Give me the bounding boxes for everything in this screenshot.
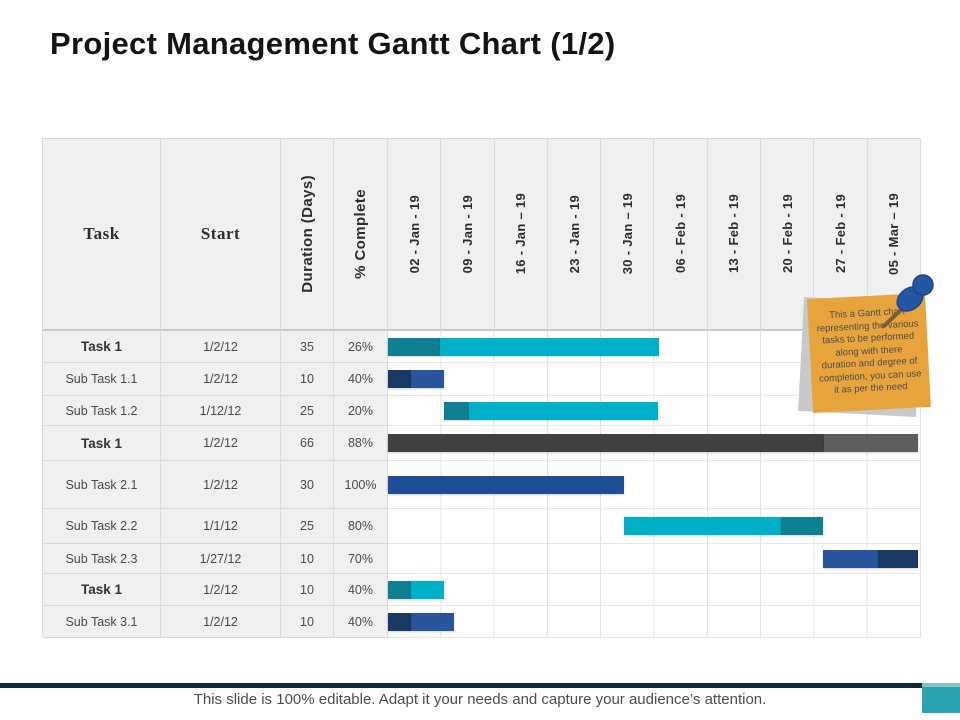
gantt-bar-segment — [823, 549, 878, 568]
gantt-bar-segment — [411, 580, 444, 599]
gantt-row-track — [388, 426, 921, 461]
pct-complete-cell: 88% — [334, 426, 388, 461]
gantt-bar-segment — [388, 370, 411, 388]
task-name-cell: Task 1 — [43, 574, 161, 606]
column-header-pct-complete: % Complete — [334, 139, 388, 331]
duration-cell: 10 — [281, 574, 334, 606]
task-name-cell: Sub Task 2.1 — [43, 461, 161, 509]
pct-complete-cell: 40% — [334, 606, 388, 638]
push-pin-icon — [882, 274, 934, 328]
pct-complete-cell: 100% — [334, 461, 388, 509]
gantt-row-track — [388, 461, 921, 509]
date-column-header: 06 - Feb - 19 — [654, 139, 708, 331]
gantt-bar-segment — [411, 370, 444, 388]
date-column-header: 13 - Feb - 19 — [707, 139, 762, 331]
footer-text: This slide is 100% editable. Adapt it yo… — [193, 691, 767, 708]
date-column-header: 23 - Jan - 19 — [547, 139, 602, 331]
gantt-bar-segment — [781, 517, 823, 535]
gantt-bar-segment — [624, 517, 781, 535]
pct-complete-cell: 40% — [334, 574, 388, 606]
start-date-cell: 1/12/12 — [161, 396, 281, 426]
start-date-cell: 1/2/12 — [161, 606, 281, 638]
column-header-duration: Duration (Days) — [281, 139, 334, 331]
column-header-start: Start — [161, 139, 281, 331]
start-date-cell: 1/1/12 — [161, 509, 281, 544]
pct-complete-cell: 80% — [334, 509, 388, 544]
duration-cell: 10 — [281, 606, 334, 638]
date-column-header: 30 - Jan – 19 — [601, 139, 655, 331]
task-name-cell: Sub Task 2.3 — [43, 544, 161, 574]
pct-complete-cell: 40% — [334, 363, 388, 396]
pct-complete-cell: 20% — [334, 396, 388, 426]
date-column-header: 09 - Jan - 19 — [441, 139, 495, 331]
duration-cell: 10 — [281, 544, 334, 574]
gantt-bar-segment — [388, 580, 411, 599]
duration-cell: 30 — [281, 461, 334, 509]
gantt-bar-segment — [440, 337, 659, 356]
gantt-table: Task Start Duration (Days) % Complete 02… — [42, 138, 921, 638]
task-name-cell: Sub Task 2.2 — [43, 509, 161, 544]
date-column-header: 20 - Feb - 19 — [761, 139, 815, 331]
gantt-bar-segment — [444, 401, 469, 420]
date-column-header: 16 - Jan – 19 — [494, 139, 548, 331]
duration-cell: 66 — [281, 426, 334, 461]
start-date-cell: 1/2/12 — [161, 574, 281, 606]
date-column-header: 02 - Jan - 19 — [388, 139, 442, 331]
gantt-row-track — [388, 606, 921, 638]
duration-cell: 25 — [281, 396, 334, 426]
start-date-cell: 1/27/12 — [161, 544, 281, 574]
gantt-row-track — [388, 509, 921, 544]
task-name-cell: Sub Task 3.1 — [43, 606, 161, 638]
duration-cell: 25 — [281, 509, 334, 544]
gantt-bar-segment — [824, 434, 918, 452]
column-header-task: Task — [43, 139, 161, 331]
start-date-cell: 1/2/12 — [161, 331, 281, 363]
task-name-cell: Sub Task 1.2 — [43, 396, 161, 426]
gantt-bar-segment — [388, 475, 624, 494]
duration-cell: 10 — [281, 363, 334, 396]
sticky-note: This a Gantt chart representing the vari… — [798, 274, 934, 418]
gantt-bar-segment — [878, 549, 918, 568]
gantt-row-track — [388, 544, 921, 574]
task-name-cell: Sub Task 1.1 — [43, 363, 161, 396]
task-name-cell: Task 1 — [43, 426, 161, 461]
gantt-bar-segment — [469, 401, 658, 420]
page-title: Project Management Gantt Chart (1/2) — [50, 26, 616, 61]
duration-cell: 35 — [281, 331, 334, 363]
pct-complete-cell: 26% — [334, 331, 388, 363]
task-name-cell: Task 1 — [43, 331, 161, 363]
gantt-bar-segment — [388, 434, 824, 452]
start-date-cell: 1/2/12 — [161, 363, 281, 396]
footer-divider — [0, 683, 922, 688]
gantt-row-track — [388, 574, 921, 606]
start-date-cell: 1/2/12 — [161, 461, 281, 509]
start-date-cell: 1/2/12 — [161, 426, 281, 461]
corner-accent-block — [922, 683, 960, 713]
gantt-bar-segment — [411, 612, 454, 631]
pct-complete-cell: 70% — [334, 544, 388, 574]
gantt-bar-segment — [388, 337, 440, 356]
gantt-bar-segment — [388, 612, 411, 631]
